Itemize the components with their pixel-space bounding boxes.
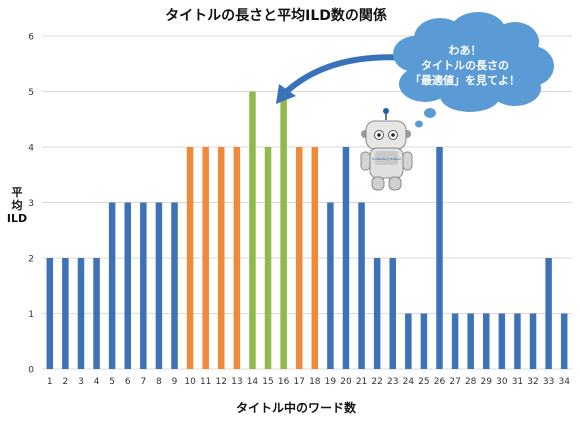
bar-34 bbox=[560, 313, 568, 369]
x-tick-label: 29 bbox=[481, 377, 493, 387]
bar-20 bbox=[342, 147, 350, 369]
x-tick-label: 17 bbox=[293, 377, 304, 387]
x-tick-label: 5 bbox=[109, 377, 115, 387]
y-axis-label-line2: 均 bbox=[12, 198, 23, 212]
bar-7 bbox=[140, 202, 147, 369]
x-tick-label: 23 bbox=[387, 377, 398, 387]
x-tick-label: 27 bbox=[449, 377, 460, 387]
x-tick-label: 33 bbox=[543, 377, 554, 387]
y-tick-label: 6 bbox=[28, 33, 34, 43]
y-axis-label-line1: 平 bbox=[12, 186, 23, 199]
bar-9 bbox=[171, 202, 178, 369]
y-tick-label: 0 bbox=[28, 366, 34, 376]
bar-12 bbox=[218, 147, 225, 369]
bar-31 bbox=[514, 313, 521, 369]
cloud-shape bbox=[393, 12, 554, 128]
x-tick-label: 31 bbox=[512, 377, 523, 387]
annotation-arrow bbox=[276, 54, 413, 104]
x-tick-labels: 1 2 3 4 5 6 7 8 9 10 11 12 13 14 15 16 17 18 19 20 21 22 23 24 2… bbox=[47, 377, 570, 387]
x-tick-label: 9 bbox=[172, 377, 178, 387]
bar-8 bbox=[155, 202, 163, 369]
bars bbox=[46, 91, 568, 369]
x-axis-label: タイトル中のワード数 bbox=[236, 400, 357, 415]
x-tick-label: 11 bbox=[200, 377, 211, 387]
x-tick-label: 24 bbox=[403, 377, 415, 387]
x-tick-label: 18 bbox=[309, 377, 321, 387]
y-tick-label: 3 bbox=[28, 199, 34, 209]
bar-25 bbox=[420, 313, 428, 369]
y-tick-label: 2 bbox=[28, 255, 34, 265]
robot-badge-text: Hootsuite Jr. Edition bbox=[372, 157, 402, 161]
x-tick-label: 2 bbox=[63, 377, 69, 387]
x-tick-label: 4 bbox=[94, 377, 100, 387]
bubble-line3: 「最適値」を見てよ！ bbox=[410, 73, 520, 87]
x-tick-label: 20 bbox=[340, 377, 352, 387]
y-tick-label: 5 bbox=[28, 88, 34, 98]
bar-11 bbox=[202, 147, 209, 369]
x-tick-label: 26 bbox=[434, 377, 446, 387]
x-tick-label: 1 bbox=[47, 377, 53, 387]
bar-18 bbox=[311, 147, 319, 369]
y-tick-label: 4 bbox=[28, 144, 34, 154]
y-tick-label: 1 bbox=[28, 310, 34, 320]
x-tick-label: 32 bbox=[527, 377, 538, 387]
bar-21 bbox=[358, 202, 365, 369]
bar-17 bbox=[295, 147, 303, 369]
x-tick-label: 8 bbox=[156, 377, 162, 387]
bar-6 bbox=[124, 202, 131, 369]
bar-24 bbox=[405, 313, 412, 369]
bar-2 bbox=[62, 258, 69, 369]
chart-title: タイトルの長さと平均ILD数の関係 bbox=[165, 7, 387, 24]
x-tick-label: 19 bbox=[325, 377, 337, 387]
bar-1 bbox=[46, 258, 54, 369]
bar-14 bbox=[249, 91, 256, 369]
y-tick-labels: 0 1 2 3 4 5 6 bbox=[28, 33, 34, 376]
speech-bubble: わあ！ タイトルの長さの 「最適値」を見てよ！ bbox=[393, 12, 554, 128]
x-tick-label: 25 bbox=[418, 377, 429, 387]
bar-16 bbox=[280, 91, 287, 369]
robot-mascot-icon: Hootsuite Jr. Edition bbox=[360, 108, 413, 191]
bar-5 bbox=[108, 202, 116, 369]
x-tick-label: 34 bbox=[558, 377, 570, 387]
x-tick-label: 3 bbox=[78, 377, 84, 387]
bubble-line1: わあ！ bbox=[449, 44, 482, 57]
bar-27 bbox=[451, 313, 459, 369]
x-tick-label: 12 bbox=[216, 377, 227, 387]
y-axis-label-line3: ILD bbox=[7, 212, 27, 225]
x-tick-label: 30 bbox=[496, 377, 508, 387]
bar-13 bbox=[233, 147, 241, 369]
x-tick-label: 14 bbox=[247, 377, 259, 387]
bar-23 bbox=[389, 258, 396, 369]
bar-22 bbox=[373, 258, 381, 369]
bar-26 bbox=[436, 147, 443, 369]
bar-29 bbox=[483, 313, 490, 369]
x-tick-label: 21 bbox=[356, 377, 367, 387]
x-tick-label: 13 bbox=[231, 377, 242, 387]
x-tick-label: 10 bbox=[184, 377, 196, 387]
x-tick-label: 15 bbox=[262, 377, 273, 387]
bar-28 bbox=[467, 313, 474, 369]
bar-10 bbox=[186, 147, 194, 369]
x-tick-label: 22 bbox=[371, 377, 382, 387]
y-axis-label: 平 均 ILD bbox=[7, 186, 27, 225]
x-tick-label: 6 bbox=[125, 377, 131, 387]
bar-32 bbox=[529, 313, 537, 369]
bar-3 bbox=[77, 258, 85, 369]
bar-33 bbox=[545, 258, 552, 369]
bar-4 bbox=[93, 258, 100, 369]
x-tick-label: 7 bbox=[140, 377, 146, 387]
bar-19 bbox=[327, 202, 334, 369]
bar-15 bbox=[264, 147, 272, 369]
x-tick-label: 16 bbox=[278, 377, 290, 387]
x-tick-label: 28 bbox=[465, 377, 477, 387]
bar-30 bbox=[498, 313, 506, 369]
bubble-line2: タイトルの長さの bbox=[421, 59, 509, 72]
